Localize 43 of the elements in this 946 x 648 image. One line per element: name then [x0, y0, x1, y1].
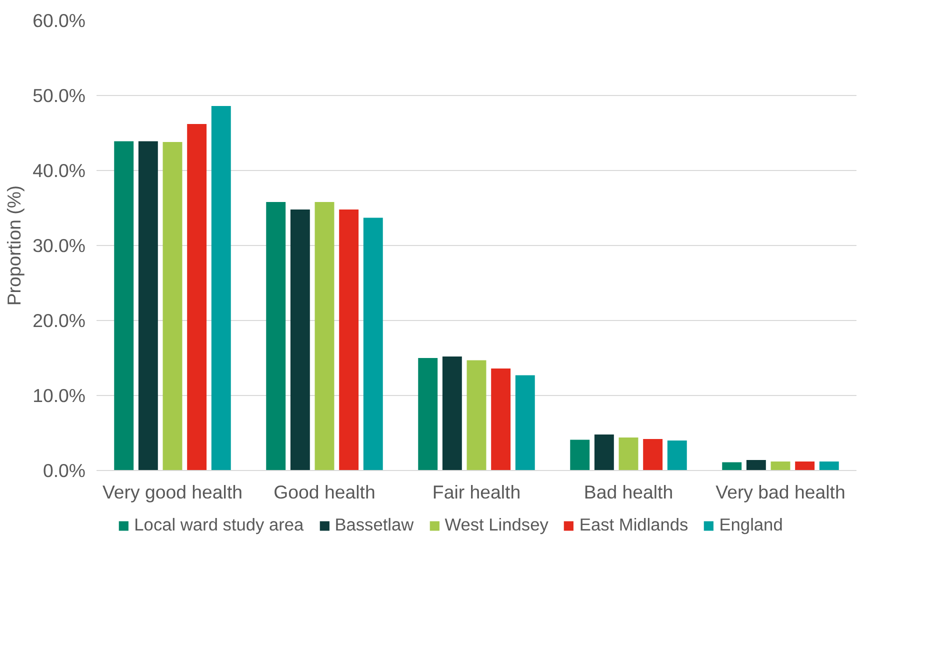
bar [770, 462, 790, 470]
bar [187, 124, 207, 470]
bar [795, 462, 815, 470]
bar [643, 439, 663, 470]
legend-label: England [719, 514, 783, 536]
x-tick-label: Very bad health [716, 482, 846, 502]
x-tick-label: Good health [274, 482, 376, 502]
bar [491, 368, 511, 470]
bar [162, 142, 182, 470]
bar [363, 218, 383, 470]
x-tick-label: Fair health [432, 482, 521, 502]
y-axis-title: Proportion (%) [4, 185, 25, 306]
bar [211, 106, 231, 470]
y-tick-label: 60.0% [32, 10, 86, 31]
bar [290, 210, 310, 470]
x-tick-label: Bad health [584, 482, 674, 502]
bar [314, 202, 334, 470]
bar [594, 434, 614, 470]
bar [819, 462, 839, 470]
bar [266, 202, 286, 470]
bar [746, 460, 766, 470]
bar [418, 358, 438, 470]
bar [618, 438, 638, 470]
bar [442, 356, 462, 470]
bar [339, 210, 359, 470]
y-tick-label: 40.0% [32, 160, 86, 181]
legend-label: East Midlands [579, 514, 688, 536]
bar [138, 141, 158, 470]
legend-label: West Lindsey [444, 514, 548, 536]
bar [466, 360, 486, 470]
y-tick-label: 30.0% [32, 235, 86, 256]
x-tick-label: Very good health [102, 482, 243, 502]
legend-label: Bassetlaw [334, 514, 414, 536]
bar [114, 141, 134, 470]
legend-label: Local ward study area [134, 514, 304, 536]
bar [515, 375, 535, 470]
y-tick-label: 20.0% [32, 310, 86, 331]
bar [570, 440, 590, 470]
bar [667, 440, 687, 470]
y-tick-label: 10.0% [32, 385, 86, 406]
y-tick-label: 0.0% [42, 460, 86, 481]
y-tick-label: 50.0% [32, 85, 86, 106]
bar [722, 462, 742, 470]
